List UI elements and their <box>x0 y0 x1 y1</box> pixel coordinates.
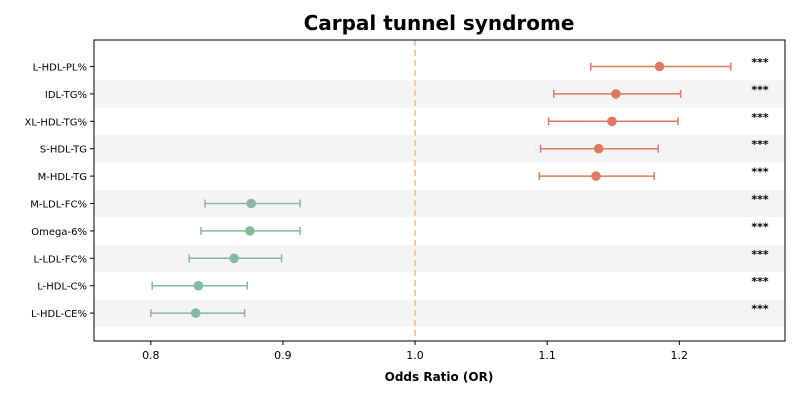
y-tick-label: L-HDL-CE% <box>31 309 87 320</box>
significance-label: *** <box>751 56 769 69</box>
significance-label: *** <box>751 166 769 179</box>
or-point <box>193 280 204 291</box>
y-tick-label: XL-HDL-TG% <box>24 117 87 128</box>
significance-label: *** <box>751 111 769 124</box>
significance-label: *** <box>751 303 769 316</box>
x-tick-label: 0.9 <box>274 349 292 362</box>
or-point <box>190 308 201 318</box>
y-tick-label: IDL-TG% <box>45 90 87 101</box>
or-point <box>591 171 601 181</box>
y-tick-label: M-LDL-FC% <box>30 200 87 211</box>
x-tick-label: 1.0 <box>406 349 424 362</box>
or-point <box>229 253 239 264</box>
x-tick-label: 1.1 <box>538 349 556 362</box>
y-tick-label: S-HDL-TG <box>40 145 87 156</box>
y-tick-label: L-HDL-C% <box>37 282 87 293</box>
y-tick-label: L-HDL-PL% <box>33 63 87 74</box>
x-tick-label: 1.2 <box>671 349 689 362</box>
or-point <box>593 143 604 154</box>
row-band <box>94 190 785 217</box>
or-point <box>654 61 665 72</box>
chart-title: Carpal tunnel syndrome <box>304 11 575 35</box>
y-tick-label: Omega-6% <box>31 227 87 238</box>
x-axis-label: Odds Ratio (OR) <box>385 370 494 384</box>
data-row: *** <box>204 193 769 209</box>
plot-frame <box>93 39 786 342</box>
y-tick-label: M-HDL-TG <box>38 172 87 183</box>
x-tick-label: 0.8 <box>142 349 160 362</box>
significance-label: *** <box>751 138 769 151</box>
data-row: *** <box>538 166 769 181</box>
data-row: *** <box>590 56 769 72</box>
significance-label: *** <box>751 220 769 233</box>
y-axis: L-HDL-PL% IDL-TG% XL-HDL-TG% S-HDL-TG M-HDL-… <box>24 63 94 320</box>
row-band <box>94 135 785 163</box>
data-marks: *** *** *** *** *** *** *** *** *** *** <box>150 56 769 318</box>
data-row: *** <box>150 303 769 318</box>
or-point <box>245 226 255 236</box>
data-row: *** <box>151 275 769 291</box>
or-point <box>607 116 617 127</box>
significance-label: *** <box>751 193 769 206</box>
data-row: *** <box>200 220 769 236</box>
data-row: *** <box>188 248 769 264</box>
y-tick-label: L-LDL-FC% <box>33 254 87 265</box>
data-row: *** <box>547 111 769 127</box>
significance-label: *** <box>751 83 769 96</box>
data-row: *** <box>539 138 769 154</box>
significance-label: *** <box>751 275 769 288</box>
significance-label: *** <box>751 248 769 261</box>
or-point <box>246 198 257 209</box>
x-axis: 0.8 0.9 1.0 1.1 1.2 <box>142 341 688 362</box>
or-point <box>611 89 621 99</box>
data-row: *** <box>553 83 769 99</box>
